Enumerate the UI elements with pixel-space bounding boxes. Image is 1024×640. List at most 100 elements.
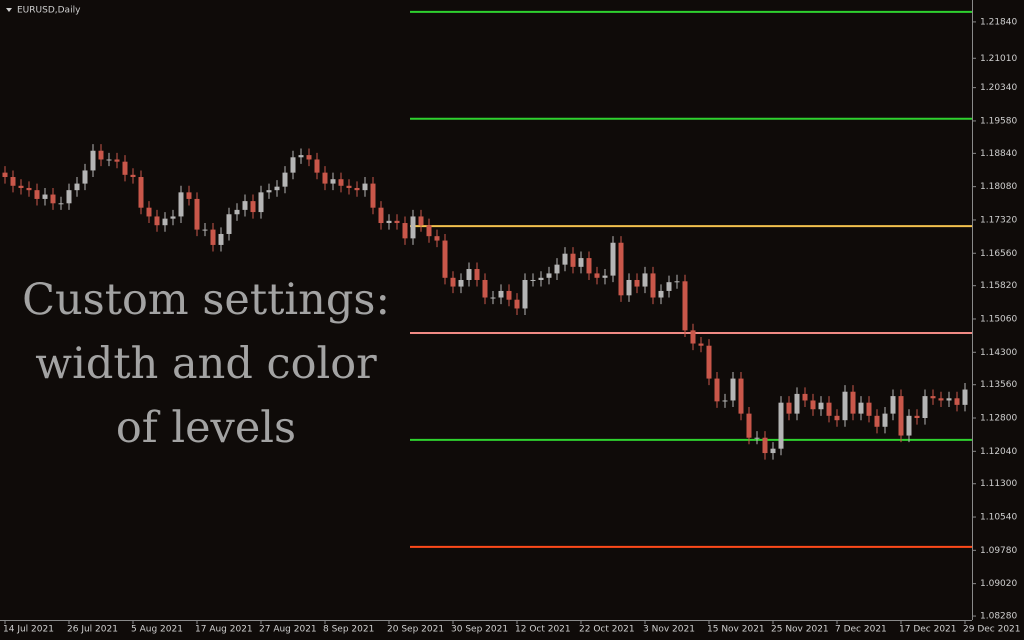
candle-body: [314, 159, 320, 173]
y-tick-label: 1.16560: [980, 249, 1017, 259]
candle-body: [730, 378, 736, 401]
candle-body: [874, 415, 880, 427]
candle-body: [938, 398, 944, 401]
y-tick-label: 1.21840: [980, 17, 1017, 27]
candle-body: [906, 415, 912, 436]
candle-body: [490, 297, 496, 299]
candle-body: [610, 242, 616, 276]
y-tick-label: 1.15820: [980, 281, 1017, 291]
annotation-line: width and color: [35, 339, 377, 389]
x-tick-label: 20 Sep 2021: [387, 625, 444, 635]
x-tick-label: 26 Jul 2021: [67, 625, 118, 635]
candle-body: [242, 201, 248, 210]
candle-body: [386, 220, 392, 224]
candle-body: [42, 194, 48, 199]
candle-body: [482, 279, 488, 298]
candle-body: [202, 229, 208, 231]
x-tick-label: 14 Jul 2021: [3, 625, 54, 635]
candle-body: [194, 198, 200, 230]
y-tick-label: 1.09780: [980, 546, 1017, 556]
candle-body: [66, 190, 72, 204]
candle-body: [914, 415, 920, 419]
candle-body: [802, 393, 808, 401]
candle-body: [2, 172, 8, 178]
y-tick-label: 1.13560: [980, 380, 1017, 390]
candle-body: [162, 218, 168, 226]
candle-body: [858, 402, 864, 414]
y-tick-label: 1.12800: [980, 414, 1017, 424]
candle-body: [450, 277, 456, 287]
candle-body: [562, 253, 568, 265]
y-tick-label: 1.09020: [980, 579, 1017, 589]
candle-body: [154, 216, 160, 226]
candle-body: [658, 290, 664, 298]
x-tick-label: 27 Aug 2021: [259, 625, 317, 635]
annotation: Custom settings: width and color of levels: [0, 268, 412, 460]
candle-body: [514, 299, 520, 309]
y-tick-label: 1.11300: [980, 479, 1017, 489]
y-tick-label: 1.12040: [980, 447, 1017, 457]
candle-body: [810, 400, 816, 410]
y-tick-label: 1.18080: [980, 182, 1017, 192]
candle-body: [178, 192, 184, 217]
candle-body: [594, 273, 600, 278]
candle-body: [898, 396, 904, 436]
candle-body: [426, 225, 432, 237]
candle-body: [946, 398, 952, 401]
candle-body: [338, 179, 344, 186]
candle-body: [122, 161, 128, 175]
candle-body: [306, 155, 312, 160]
candle-body: [754, 437, 760, 439]
candle-body: [418, 216, 424, 226]
candle-body: [234, 209, 240, 215]
candle-body: [258, 192, 264, 213]
candle-body: [138, 177, 144, 208]
x-tick-label: 8 Sep 2021: [323, 625, 374, 635]
y-tick-label: 1.14300: [980, 348, 1017, 358]
y-tick-label: 1.15060: [980, 314, 1017, 324]
candle-body: [458, 279, 464, 287]
x-tick-label: 3 Nov 2021: [643, 625, 695, 635]
x-tick-label: 25 Nov 2021: [771, 625, 829, 635]
x-tick-label: 7 Dec 2021: [835, 625, 887, 635]
candle-body: [18, 185, 24, 188]
candle-body: [842, 391, 848, 421]
candle-body: [722, 400, 728, 402]
candle-body: [146, 207, 152, 217]
candle-body: [834, 415, 840, 421]
candle-body: [186, 192, 192, 199]
y-tick-label: 1.21010: [980, 54, 1017, 64]
candle-body: [370, 183, 376, 208]
x-tick-label: 29 Dec 2021: [963, 625, 1021, 635]
candle-body: [394, 220, 400, 224]
menu-arrow[interactable]: [6, 8, 12, 12]
candle-body: [882, 413, 888, 427]
candle-body: [322, 172, 328, 184]
chart-title: EURUSD,Daily: [17, 6, 81, 16]
candle-body: [786, 402, 792, 414]
candle-body: [962, 389, 968, 405]
candle-body: [34, 190, 40, 199]
x-tick-label: 17 Dec 2021: [899, 625, 957, 635]
candle-body: [890, 396, 896, 414]
candle-body: [698, 343, 704, 346]
candle-body: [378, 207, 384, 224]
candle-body: [506, 290, 512, 300]
candle-body: [98, 150, 104, 160]
candle-body: [402, 223, 408, 239]
y-tick-label: 1.20340: [980, 83, 1017, 93]
candle-body: [474, 269, 480, 280]
annotation-line: Custom settings:: [22, 275, 390, 325]
candle-body: [642, 273, 648, 287]
candle-body: [762, 437, 768, 454]
candle-body: [746, 413, 752, 438]
candle-body: [226, 214, 232, 234]
candle-body: [218, 233, 224, 245]
candle-body: [290, 157, 296, 173]
candle-body: [354, 187, 360, 191]
candle-body: [954, 398, 960, 405]
candle-body: [794, 393, 800, 414]
candle-body: [634, 279, 640, 287]
candle-body: [170, 216, 176, 219]
